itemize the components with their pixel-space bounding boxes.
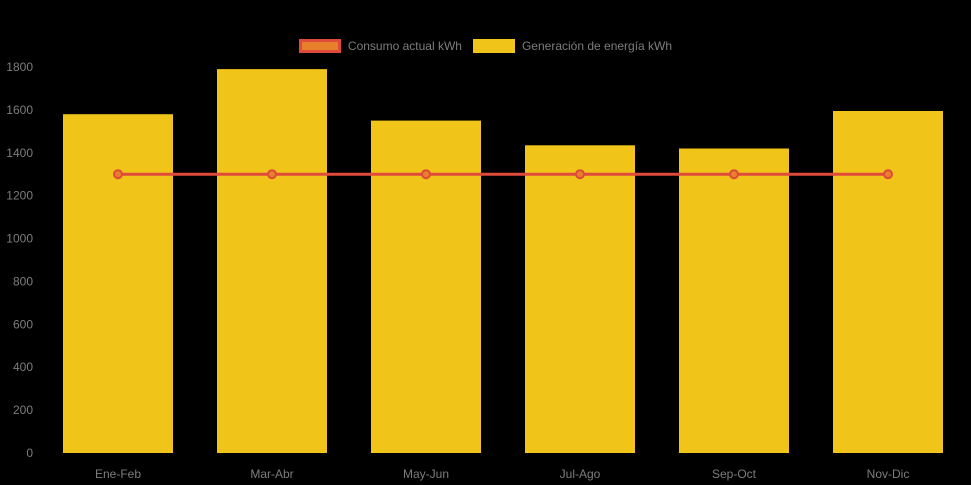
legend-item-generacion[interactable]: Generación de energía kWh bbox=[472, 39, 673, 53]
chart-legend: Consumo actual kWh Generación de energía… bbox=[0, 39, 971, 53]
consumption-point[interactable] bbox=[421, 169, 431, 180]
legend-item-consumo[interactable]: Consumo actual kWh bbox=[298, 39, 462, 53]
consumption-point[interactable] bbox=[575, 169, 585, 180]
consumption-point[interactable] bbox=[883, 169, 893, 180]
consumption-point[interactable] bbox=[113, 169, 123, 180]
generation-bar[interactable] bbox=[833, 111, 943, 453]
legend-item-label: Generación de energía kWh bbox=[521, 39, 673, 53]
y-tick-label: 200 bbox=[13, 403, 33, 417]
y-tick-label: 600 bbox=[13, 317, 33, 331]
generation-bar[interactable] bbox=[217, 69, 327, 453]
generation-bar[interactable] bbox=[63, 114, 173, 453]
y-tick-label: 1000 bbox=[6, 232, 33, 246]
legend-item-label: Consumo actual kWh bbox=[347, 39, 462, 53]
generation-bar[interactable] bbox=[679, 148, 789, 454]
consumption-point[interactable] bbox=[267, 169, 277, 180]
consumo-legend-swatch bbox=[298, 39, 341, 53]
x-tick-label: May-Jun bbox=[403, 467, 449, 481]
consumption-point[interactable] bbox=[729, 169, 739, 180]
x-tick-label: Mar-Abr bbox=[250, 467, 293, 481]
x-tick-label: Jul-Ago bbox=[560, 467, 601, 481]
y-tick-label: 1200 bbox=[6, 189, 33, 203]
y-tick-label: 800 bbox=[13, 274, 33, 288]
generation-bar[interactable] bbox=[525, 145, 635, 454]
x-tick-label: Ene-Feb bbox=[95, 467, 141, 481]
y-tick-label: 400 bbox=[13, 360, 33, 374]
generacion-legend-swatch bbox=[472, 39, 515, 53]
y-tick-label: 0 bbox=[26, 446, 33, 460]
y-tick-label: 1800 bbox=[6, 60, 33, 74]
x-tick-label: Nov-Dic bbox=[867, 467, 910, 481]
y-tick-label: 1600 bbox=[6, 103, 33, 117]
x-tick-label: Sep-Oct bbox=[712, 467, 757, 481]
y-tick-label: 1400 bbox=[6, 146, 33, 160]
